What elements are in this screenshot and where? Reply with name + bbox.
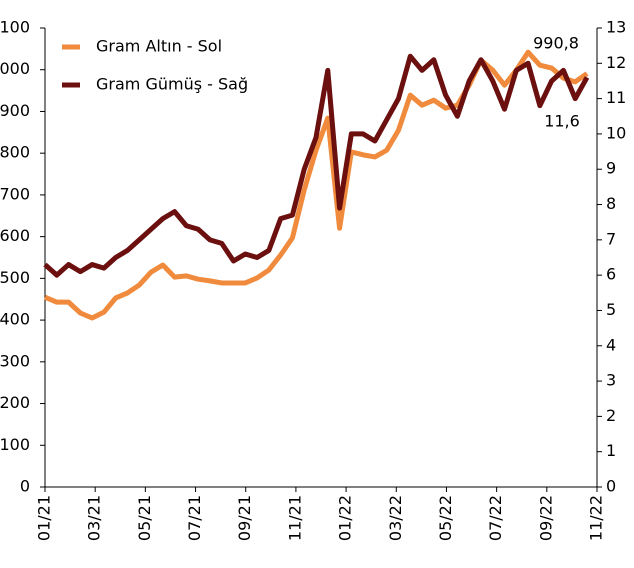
y2-tick-label: 12 xyxy=(606,53,626,72)
legend-label: Gram Altın - Sol xyxy=(96,37,222,56)
y2-tick-label: 7 xyxy=(606,229,616,248)
series-line xyxy=(43,53,590,278)
y-tick-label: 900 xyxy=(0,101,30,120)
y-tick-label: 400 xyxy=(0,310,30,329)
y2-tick-label: 0 xyxy=(606,477,616,496)
y-tick-label: 800 xyxy=(0,143,30,162)
y2-tick-label: 9 xyxy=(606,159,616,178)
y-tick-label: 600 xyxy=(0,226,30,245)
x-tick-label: 03/21 xyxy=(85,495,104,541)
annotation: 990,8 xyxy=(533,34,579,53)
y-tick-label: 100 xyxy=(0,435,30,454)
x-tick-label: 07/21 xyxy=(185,495,204,541)
y2-tick-label: 4 xyxy=(606,335,616,354)
y2-tick-label: 10 xyxy=(606,123,626,142)
x-tick-label: 05/21 xyxy=(135,495,154,541)
legend-label: Gram Gümüş - Sağ xyxy=(96,75,248,94)
y2-tick-label: 6 xyxy=(606,265,616,284)
series-line xyxy=(44,49,589,321)
x-tick-label: 07/22 xyxy=(486,495,505,541)
y2-tick-label: 13 xyxy=(606,18,626,37)
x-tick-label: 01/21 xyxy=(35,495,54,541)
y-tick-label: 500 xyxy=(0,268,30,287)
y2-tick-label: 2 xyxy=(606,406,616,425)
x-tick-label: 09/21 xyxy=(235,495,254,541)
y-tick-label: 1100 xyxy=(0,18,30,37)
x-tick-label: 11/21 xyxy=(285,495,304,541)
y2-tick-label: 5 xyxy=(606,300,616,319)
y2-tick-label: 11 xyxy=(606,88,626,107)
x-tick-label: 09/22 xyxy=(536,495,555,541)
y2-tick-label: 8 xyxy=(606,194,616,213)
y2-tick-label: 3 xyxy=(606,371,616,390)
y2-tick-label: 1 xyxy=(606,441,616,460)
x-tick-label: 01/22 xyxy=(336,495,355,541)
annotation: 11,6 xyxy=(544,112,580,131)
y-tick-label: 200 xyxy=(0,393,30,412)
x-tick-label: 03/22 xyxy=(386,495,405,541)
x-tick-label: 11/22 xyxy=(587,495,606,541)
y-tick-label: 300 xyxy=(0,351,30,370)
y-tick-label: 700 xyxy=(0,184,30,203)
x-tick-label: 05/22 xyxy=(436,495,455,541)
y-tick-label: 0 xyxy=(20,477,30,496)
